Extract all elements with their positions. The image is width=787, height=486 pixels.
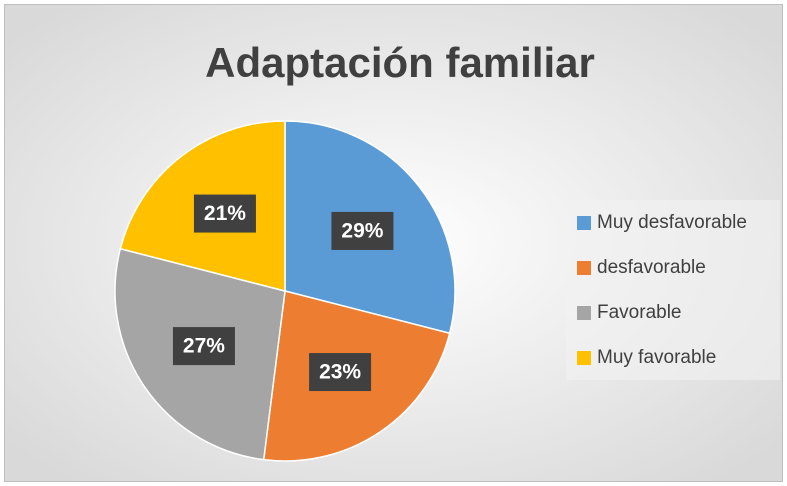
data-label-box [172,327,235,366]
legend-background [566,200,780,380]
legend-label: Favorable [597,302,682,323]
data-label: 23% [319,361,361,384]
data-label-box [331,211,394,250]
legend-label: Muy favorable [597,347,716,368]
data-label-box [193,194,256,233]
legend-label: Muy desfavorable [597,212,747,233]
data-label: 27% [183,335,225,358]
legend-swatch [577,351,591,365]
data-label: 29% [341,219,383,242]
chart-title: Adaptación familiar [205,39,595,86]
data-label: 21% [204,202,246,225]
legend-swatch [577,216,591,230]
legend-swatch [577,306,591,320]
data-label-box [309,353,372,392]
legend-swatch [577,261,591,275]
legend-label: desfavorable [597,257,706,278]
